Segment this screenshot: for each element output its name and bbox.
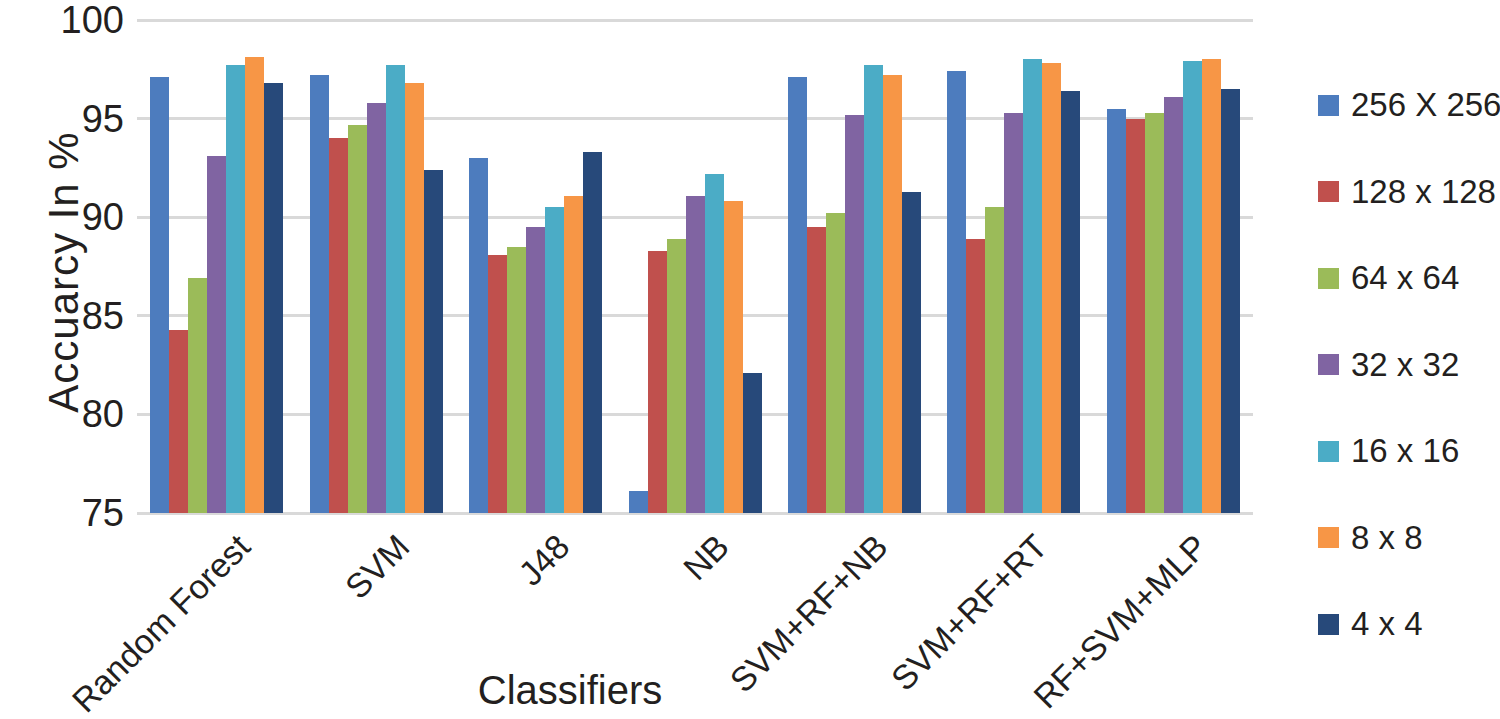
bar-8x8-SVM+RF+NB [883, 75, 902, 513]
y-axis-title: Accuarcy In % [40, 122, 88, 422]
bar-4x4-RF+SVM+MLP [1221, 89, 1240, 513]
bar-256X256-NB [629, 491, 648, 513]
bar-16x16-RF+SVM+MLP [1183, 61, 1202, 513]
bar-8x8-NB [724, 201, 743, 513]
bar-32x32-SVM+RF+RT [1004, 113, 1023, 513]
bar-32x32-Random-Forest [207, 156, 226, 513]
legend-swatch-icon [1318, 614, 1339, 635]
bar-32x32-J48 [526, 227, 545, 513]
bar-4x4-NB [743, 373, 762, 513]
bar-4x4-SVM+RF+RT [1061, 91, 1080, 513]
legend-label: 8 x 8 [1351, 519, 1423, 557]
bar-4x4-J48 [583, 152, 602, 513]
bar-128x128-SVM [329, 138, 348, 513]
bar-16x16-SVM+RF+RT [1023, 59, 1042, 513]
gridline [137, 19, 1253, 22]
legend-label: 32 x 32 [1351, 346, 1459, 384]
bar-256X256-RF+SVM+MLP [1107, 109, 1126, 513]
bar-64x64-NB [667, 239, 686, 513]
legend-swatch-icon [1318, 181, 1339, 202]
legend-swatch-icon [1318, 527, 1339, 548]
bar-128x128-SVM+RF+NB [807, 227, 826, 513]
x-tick-label: J48 [511, 527, 577, 593]
bar-16x16-NB [705, 174, 724, 513]
bar-64x64-SVM+RF+RT [985, 207, 1004, 513]
bar-32x32-NB [686, 196, 705, 513]
legend-swatch-icon [1318, 268, 1339, 289]
legend-item: 32 x 32 [1318, 345, 1459, 385]
bar-256X256-SVM+RF+NB [788, 77, 807, 513]
bar-128x128-SVM+RF+RT [966, 239, 985, 513]
legend-swatch-icon [1318, 441, 1339, 462]
bar-256X256-Random-Forest [150, 77, 169, 513]
bar-8x8-Random-Forest [245, 57, 264, 513]
bar-128x128-Random-Forest [169, 330, 188, 513]
bar-128x128-J48 [488, 255, 507, 513]
x-tick-label: SVM+RF+RT [884, 527, 1055, 698]
legend-item: 8 x 8 [1318, 518, 1423, 558]
legend-swatch-icon [1318, 354, 1339, 375]
bar-64x64-RF+SVM+MLP [1145, 113, 1164, 513]
bar-8x8-J48 [564, 196, 583, 513]
y-tick-label: 75 [0, 492, 124, 535]
bar-32x32-SVM [367, 103, 386, 513]
bar-8x8-RF+SVM+MLP [1202, 59, 1221, 513]
bar-128x128-RF+SVM+MLP [1126, 119, 1145, 513]
bar-4x4-SVM [424, 170, 443, 513]
bar-64x64-J48 [507, 247, 526, 513]
x-tick-label: SVM+RF+NB [723, 527, 896, 700]
legend-label: 16 x 16 [1351, 432, 1459, 470]
bar-64x64-Random-Forest [188, 278, 207, 513]
legend-item: 256 X 256 [1318, 85, 1500, 125]
x-tick-label: NB [676, 527, 737, 588]
legend-swatch-icon [1318, 95, 1339, 116]
bar-128x128-NB [648, 251, 667, 513]
x-axis-title: Classifiers [420, 668, 720, 713]
gridline [137, 117, 1253, 120]
x-tick-label: Random Forest [65, 527, 258, 719]
legend-label: 128 x 128 [1351, 173, 1496, 211]
bar-64x64-SVM [348, 125, 367, 513]
legend-item: 16 x 16 [1318, 431, 1459, 471]
bar-256X256-SVM [310, 75, 329, 513]
y-tick-label: 100 [0, 0, 124, 42]
bar-16x16-SVM+RF+NB [864, 65, 883, 513]
bar-32x32-RF+SVM+MLP [1164, 97, 1183, 513]
bar-64x64-SVM+RF+NB [826, 213, 845, 513]
bar-16x16-SVM [386, 65, 405, 513]
legend-label: 4 x 4 [1351, 605, 1423, 643]
bar-chart-figure: 7580859095100 Random ForestSVMJ48NBSVM+R… [0, 0, 1500, 719]
bar-16x16-Random-Forest [226, 65, 245, 513]
bar-8x8-SVM [405, 83, 424, 513]
legend-label: 256 X 256 [1351, 86, 1500, 124]
bar-4x4-Random-Forest [264, 83, 283, 513]
bar-32x32-SVM+RF+NB [845, 115, 864, 513]
legend-item: 4 x 4 [1318, 604, 1423, 644]
bar-16x16-J48 [545, 207, 564, 513]
bar-8x8-SVM+RF+RT [1042, 63, 1061, 513]
bar-256X256-SVM+RF+RT [947, 71, 966, 513]
legend-item: 128 x 128 [1318, 172, 1496, 212]
bar-4x4-SVM+RF+NB [902, 192, 921, 513]
x-tick-label: SVM [338, 527, 418, 607]
bar-256X256-J48 [469, 158, 488, 513]
legend-item: 64 x 64 [1318, 258, 1459, 298]
legend-label: 64 x 64 [1351, 259, 1459, 297]
